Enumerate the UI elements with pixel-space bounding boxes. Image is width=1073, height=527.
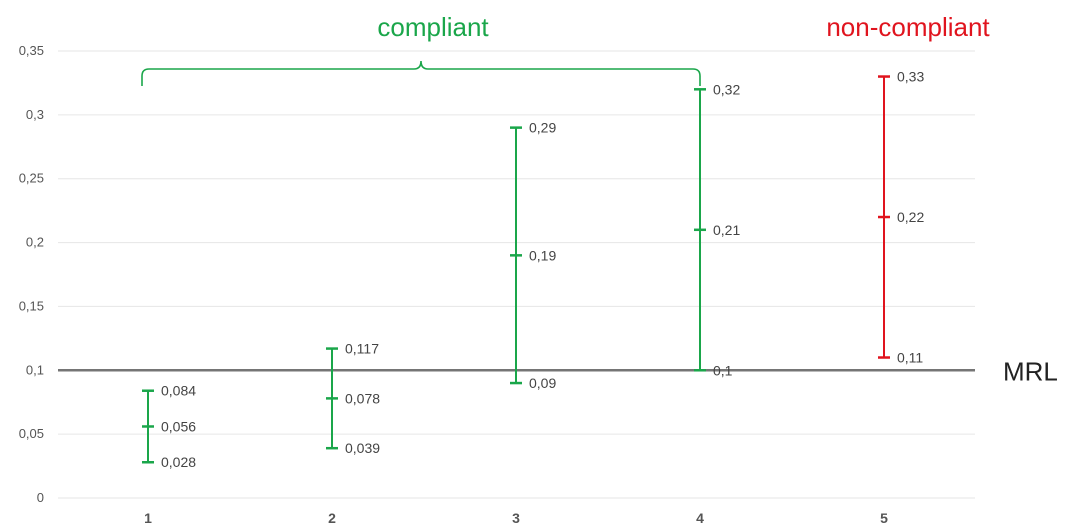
mid-value-label: 0,078 — [345, 390, 380, 406]
y-tick-label: 0,3 — [26, 107, 44, 122]
y-tick-label: 0,2 — [26, 235, 44, 250]
low-value-label: 0,1 — [713, 362, 733, 378]
group-label: non-compliant — [826, 12, 990, 42]
error-bar-3: 0,09 0,19 0,29 — [510, 120, 556, 391]
x-tick-label: 5 — [880, 510, 888, 526]
mid-value-label: 0,22 — [897, 209, 924, 225]
high-value-label: 0,084 — [161, 383, 196, 399]
y-tick-label: 0 — [37, 490, 44, 505]
group-bracket — [141, 60, 701, 86]
low-value-label: 0,11 — [897, 350, 923, 366]
low-value-label: 0,039 — [345, 440, 380, 456]
mrl-label: MRL — [1003, 356, 1058, 386]
low-value-label: 0,09 — [529, 375, 556, 391]
x-tick-label: 2 — [328, 510, 336, 526]
mid-value-label: 0,056 — [161, 418, 196, 434]
error-bar-1: 0,028 0,056 0,084 — [142, 383, 196, 470]
y-tick-label: 0,35 — [19, 43, 44, 58]
error-bars: 0,0280,0560,0840,0390,0780,1170,090,190,… — [142, 69, 924, 470]
mid-value-label: 0,19 — [529, 247, 556, 263]
error-bar-5: 0,11 0,22 0,33 — [878, 69, 924, 366]
high-value-label: 0,29 — [529, 120, 556, 136]
mid-value-label: 0,21 — [713, 222, 740, 238]
high-value-label: 0,33 — [897, 69, 924, 85]
error-bar-4: 0,1 0,21 0,32 — [694, 81, 740, 378]
group-compliant: compliant — [141, 12, 701, 86]
high-value-label: 0,32 — [713, 81, 740, 97]
y-tick-label: 0,1 — [26, 362, 44, 377]
low-value-label: 0,028 — [161, 454, 196, 470]
x-tick-label: 3 — [512, 510, 520, 526]
group-non-compliant: non-compliant — [826, 12, 990, 42]
y-axis-tick-labels: 0 0,05 0,1 0,15 0,2 0,25 0,3 0,35 — [19, 43, 44, 505]
y-tick-label: 0,25 — [19, 171, 44, 186]
group-annotations: compliant non-compliant — [141, 12, 990, 86]
error-bar-2: 0,039 0,078 0,117 — [326, 341, 380, 456]
high-value-label: 0,117 — [345, 341, 379, 357]
y-tick-label: 0,05 — [19, 426, 44, 441]
y-tick-label: 0,15 — [19, 298, 44, 313]
x-tick-label: 1 — [144, 510, 152, 526]
group-label: compliant — [377, 12, 489, 42]
x-axis-tick-labels: 1 2 3 4 5 — [144, 510, 888, 526]
x-tick-label: 4 — [696, 510, 704, 526]
